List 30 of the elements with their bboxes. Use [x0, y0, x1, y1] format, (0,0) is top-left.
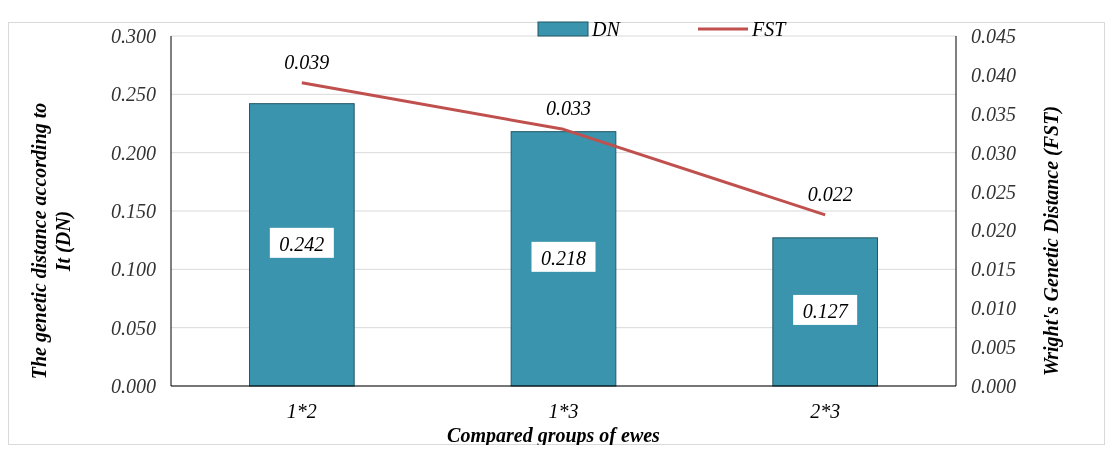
text: 0.015: [971, 258, 1016, 281]
text: 0.025: [971, 180, 1016, 203]
data-label: 0.127: [802, 299, 849, 322]
text: 0.040: [971, 63, 1016, 86]
text: 0.250: [111, 83, 156, 106]
y2-axis-title: Wright's Genetic Distance (FST): [1040, 105, 1063, 377]
x-tick-label: 1*2: [286, 400, 317, 422]
text: 0.035: [971, 102, 1016, 125]
y-axis-title: The genetic distance according to It (DN): [28, 102, 75, 380]
text: 0.045: [971, 25, 1016, 47]
text: 0.000: [971, 375, 1016, 397]
text: 0.005: [971, 336, 1016, 359]
x-tick-label: 2*3: [810, 400, 841, 422]
data-label: 0.242: [279, 232, 325, 255]
text: 0.000: [111, 375, 156, 397]
text: 0.300: [111, 25, 156, 47]
text: 0.100: [111, 258, 156, 281]
legend-label: FST: [751, 18, 788, 40]
text: 0.020: [971, 219, 1016, 242]
text: 0.150: [111, 200, 156, 222]
data-label: 0.033: [546, 97, 591, 120]
data-label: 0.218: [541, 246, 586, 269]
data-label: 0.022: [807, 182, 853, 205]
text: 0.050: [111, 316, 156, 339]
x-tick-label: 1*3: [548, 400, 579, 422]
text: 0.010: [971, 297, 1016, 320]
text: 0.200: [111, 141, 156, 164]
legend-label: DN: [591, 18, 622, 40]
data-label: 0.039: [284, 50, 330, 73]
text: 0.030: [971, 141, 1016, 164]
